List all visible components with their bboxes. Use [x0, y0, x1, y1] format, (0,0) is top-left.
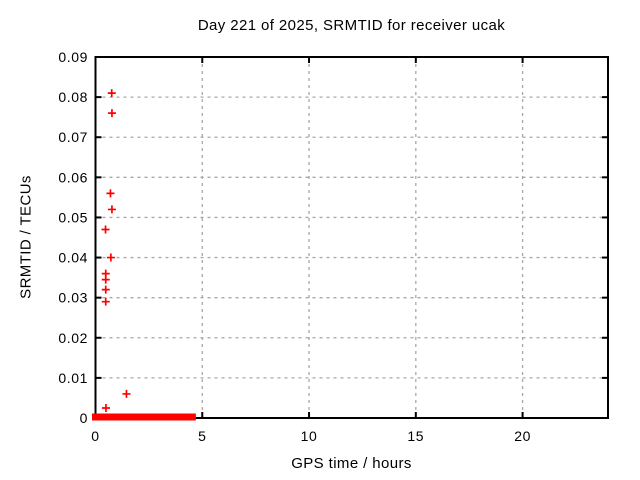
y-tick-label: 0.05: [58, 209, 88, 225]
x-tick-label: 10: [301, 428, 318, 444]
y-tick-label: 0.09: [58, 49, 88, 65]
y-tick-label: 0.06: [58, 169, 88, 185]
data-point-marker: [101, 225, 110, 234]
data-point-marker: [106, 253, 115, 262]
data-point-marker: [101, 285, 110, 294]
data-point-marker: [122, 389, 131, 398]
chart-title: Day 221 of 2025, SRMTID for receiver uca…: [197, 17, 506, 34]
data-point-marker: [101, 297, 110, 306]
y-tick-label: 0.08: [58, 89, 88, 105]
plot-border: [94, 56, 609, 419]
y-tick-label: 0.03: [58, 290, 88, 306]
data-point-marker: [107, 205, 116, 214]
data-point-marker: [107, 109, 116, 118]
y-tick-label: 0.04: [58, 250, 88, 266]
data-point-marker: [101, 403, 110, 412]
y-tick-label: 0.02: [58, 330, 88, 346]
data-point-marker: [106, 189, 115, 198]
x-tick-label: 5: [198, 428, 206, 444]
y-tick-label: 0.07: [58, 129, 88, 145]
x-axis-label: GPS time / hours: [291, 455, 412, 472]
data-point-marker: [107, 89, 116, 98]
x-tick-label: 0: [91, 428, 99, 444]
x-tick-label: 20: [514, 428, 531, 444]
y-tick-label: 0: [80, 410, 88, 426]
y-tick-label: 0.01: [58, 370, 88, 386]
zero-band: [92, 413, 196, 421]
x-tick-label: 15: [407, 428, 424, 444]
data-point-marker: [101, 275, 110, 284]
